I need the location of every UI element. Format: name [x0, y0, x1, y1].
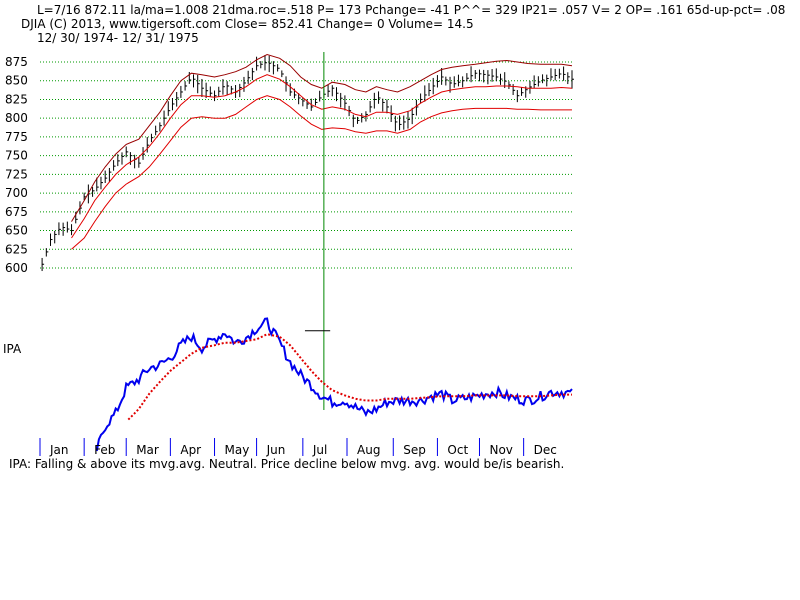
y-tick-label: 600 — [5, 261, 28, 275]
month-label: Aug — [357, 443, 380, 457]
ipa-line — [95, 317, 573, 452]
month-label: Dec — [534, 443, 557, 457]
y-tick-label: 650 — [5, 224, 28, 238]
y-tick-label: 750 — [5, 149, 28, 163]
month-label: Oct — [447, 443, 468, 457]
y-tick-label: 875 — [5, 55, 28, 69]
month-label: Jan — [49, 443, 69, 457]
upper-band-line — [71, 53, 573, 222]
indicator-header: L=7/16 872.11 la/ma=1.008 21dma.roc=.518… — [37, 3, 786, 17]
month-label: Nov — [489, 443, 512, 457]
index-header: DJIA (C) 2013, www.tigersoft.com Close= … — [21, 17, 474, 31]
ipa-panel-label: IPA — [3, 342, 22, 356]
date-range: 12/ 30/ 1974- 12/ 31/ 1975 — [37, 31, 199, 45]
month-label: Apr — [180, 443, 201, 457]
month-label: Feb — [94, 443, 115, 457]
y-tick-label: 675 — [5, 205, 28, 219]
middle-band-line — [71, 74, 573, 239]
ipa-moving-average-line — [127, 333, 572, 421]
y-tick-label: 725 — [5, 167, 28, 181]
y-tick-label: 700 — [5, 186, 28, 200]
y-tick-label: 850 — [5, 74, 28, 88]
month-label: Mar — [136, 443, 159, 457]
ipa-status-text: IPA: Falling & above its mvg.avg. Neutra… — [9, 457, 565, 471]
month-label: Jul — [312, 443, 327, 457]
y-tick-label: 800 — [5, 111, 28, 125]
y-tick-label: 775 — [5, 130, 28, 144]
y-tick-label: 825 — [5, 92, 28, 106]
y-tick-label: 625 — [5, 242, 28, 256]
month-label: Jun — [266, 443, 286, 457]
month-label: Sep — [403, 443, 426, 457]
lower-band-line — [71, 95, 572, 250]
month-label: May — [225, 443, 250, 457]
